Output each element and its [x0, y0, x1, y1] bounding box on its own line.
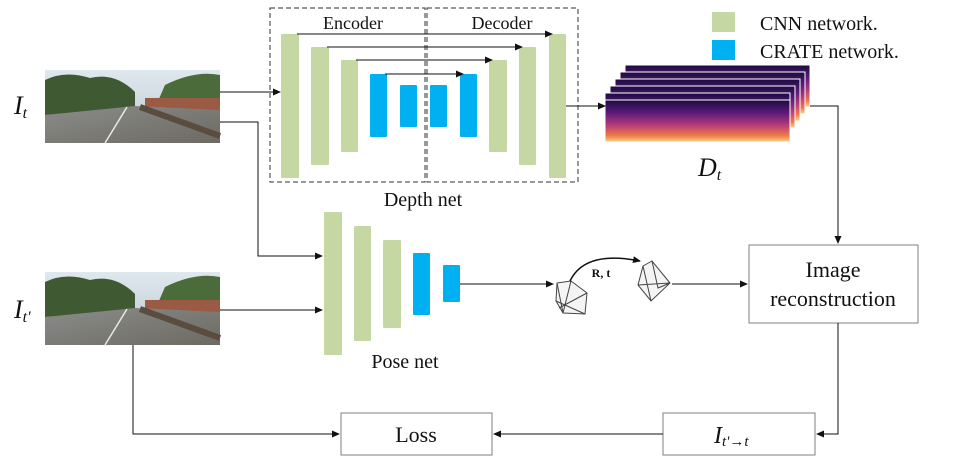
cnn-layer: [324, 212, 342, 355]
label-input-t: It: [13, 91, 28, 122]
rt-label: R, t: [592, 266, 611, 280]
legend-swatch-crate: [712, 40, 735, 60]
image-reconstruction-label-2: reconstruction: [770, 286, 896, 311]
legend-label-cnn: CNN network.: [760, 13, 878, 35]
decoder-box: [426, 7, 579, 183]
cnn-layer: [489, 60, 507, 152]
cnn-layer: [281, 34, 299, 178]
image-reconstruction-label-1: Image: [806, 257, 861, 282]
crate-layer: [430, 85, 447, 127]
cnn-layer: [549, 34, 566, 178]
encoder-box: [269, 7, 426, 183]
depth-output-label: Dt: [697, 153, 722, 184]
cnn-layer: [311, 47, 329, 165]
warped-image-box: [662, 412, 816, 456]
cnn-layer: [354, 226, 371, 341]
crate-layer: [443, 265, 460, 302]
image-reconstruction-box: [748, 244, 919, 324]
depth-maps: [604, 64, 811, 143]
camera-icon-source: [555, 280, 588, 315]
depth-net-label: Depth net: [384, 189, 463, 211]
legend: CNN network. CRATE network.: [712, 12, 899, 63]
crate-layer: [370, 74, 387, 137]
pose-net-layers: [324, 212, 460, 355]
warped-image-label: It'→t: [713, 423, 749, 450]
decoder-label: Decoder: [472, 13, 533, 33]
pose-transform-arc: [569, 256, 641, 282]
encoder-label: Encoder: [323, 13, 383, 33]
flow-arrows: [132, 88, 842, 438]
skip-connections: [297, 30, 553, 78]
cnn-layer: [519, 47, 536, 165]
crate-layer: [413, 253, 430, 315]
crate-layer: [460, 74, 477, 137]
loss-label: Loss: [395, 422, 437, 447]
pose-net-label: Pose net: [371, 351, 439, 373]
cnn-layer: [341, 60, 358, 152]
input-image-t-prime: [45, 272, 220, 345]
cnn-layer: [383, 240, 401, 328]
depth-net-layers: [281, 34, 566, 178]
crate-layer: [400, 85, 417, 127]
legend-label-crate: CRATE network.: [760, 41, 899, 63]
legend-swatch-cnn: [712, 12, 735, 32]
label-input-t-prime: It': [13, 295, 31, 326]
loss-box: [340, 412, 493, 456]
camera-icon-target: [637, 260, 671, 302]
input-image-t: [45, 70, 220, 143]
